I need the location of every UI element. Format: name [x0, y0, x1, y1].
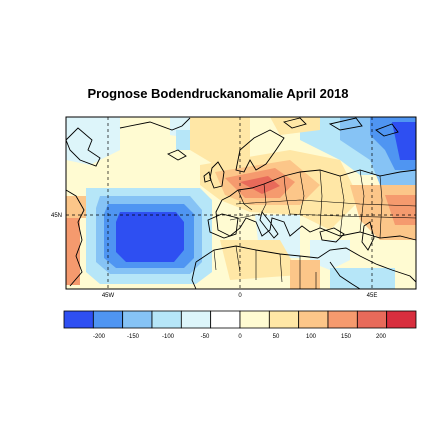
colorbar-box [298, 310, 329, 329]
colorbar-box [122, 310, 153, 329]
coastlines [65, 117, 417, 290]
lon-label-45e: 45E [367, 293, 378, 299]
colorbar-box [180, 310, 212, 329]
colorbar-box [268, 310, 300, 329]
graticule [66, 117, 416, 289]
colorbar-tick: 100 [306, 334, 317, 340]
colorbar-box [356, 310, 388, 329]
colorbar-tick: -200 [93, 334, 106, 340]
colorbar-box [327, 310, 358, 329]
colorbar-tick: -100 [162, 334, 175, 340]
map-frame [65, 116, 417, 290]
colorbar-tick: 200 [376, 334, 387, 340]
lon-label-45w: 45W [102, 293, 115, 299]
colorbar-box [151, 310, 182, 329]
lat-label-45n: 45N [51, 213, 62, 219]
lon-label-0: 0 [238, 293, 242, 299]
colorbar-tick: -150 [127, 334, 140, 340]
colorbar-box [239, 310, 270, 329]
colorbar-tick: 0 [238, 334, 242, 340]
map-title: Prognose Bodendruckanomalie April 2018 [87, 86, 349, 101]
colorbar-box [210, 310, 241, 329]
colorbar-tick: 50 [273, 334, 280, 340]
colorbar-tick: -50 [201, 334, 210, 340]
colorbar-box [386, 310, 417, 329]
colorbar [63, 310, 417, 329]
colorbar-tick-labels: -200 -150 -100 -50 0 50 100 150 200 [93, 334, 387, 340]
colorbar-box [63, 310, 94, 329]
colorbar-box [92, 310, 124, 329]
colorbar-tick: 150 [341, 334, 352, 340]
